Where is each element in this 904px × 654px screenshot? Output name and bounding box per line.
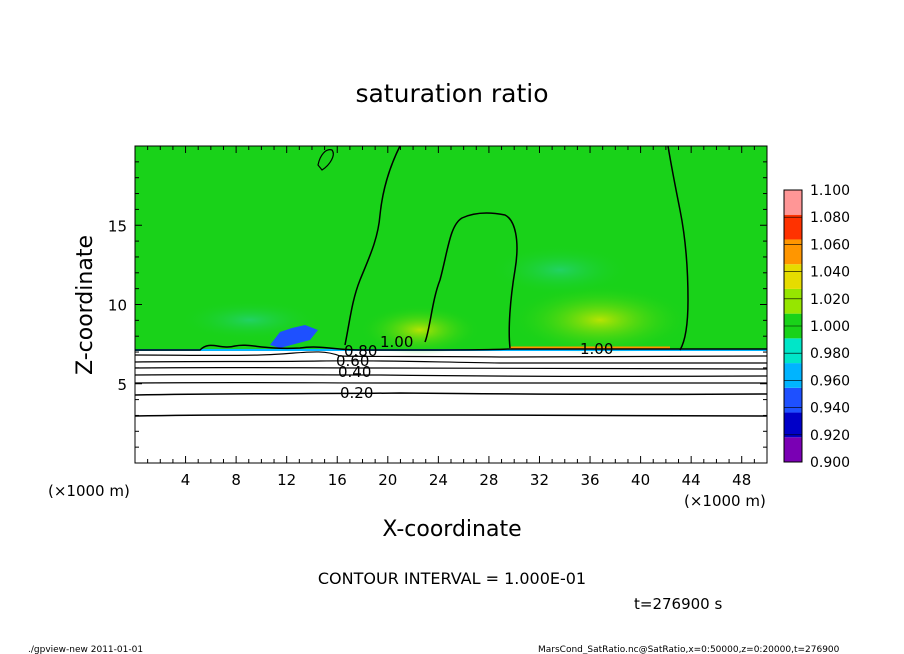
y-tick-label: 10 (108, 297, 127, 315)
x-tick-label: 28 (479, 471, 498, 489)
colorbar-swatch (784, 437, 802, 462)
time-stamp: t=276900 s (634, 595, 722, 613)
x-tick-label: 36 (580, 471, 599, 489)
contour-label: 1.00 (580, 340, 613, 358)
x-tick-label: 4 (181, 471, 191, 489)
chart-title: saturation ratio (355, 79, 548, 108)
plot-area: 0.20 0.40 0.60 0.80 1.00 1.00 (134, 145, 768, 464)
colorbar-label: 1.000 (810, 319, 850, 335)
colorbar-label: 0.940 (810, 401, 850, 417)
colorbar-swatch (784, 387, 802, 413)
colorbar-label: 1.020 (810, 292, 850, 308)
colorbar-label: 1.040 (810, 265, 850, 281)
supersaturated-patch-2 (360, 305, 480, 355)
contour-0.80 (134, 351, 768, 358)
contour-0.60 (134, 360, 767, 364)
x-tick-label: 12 (277, 471, 296, 489)
contour-label: 1.00 (380, 333, 413, 351)
colorbar-label: 0.920 (810, 428, 850, 444)
colorbar-label: 1.080 (810, 210, 850, 226)
x-unit-right: (×1000 m) (684, 492, 766, 510)
colorbar-swatch (784, 264, 802, 289)
colorbar-swatch (784, 338, 802, 364)
x-tick-label: 20 (378, 471, 397, 489)
y-axis: 5 10 15 (108, 161, 767, 448)
subsaturated-patch (490, 245, 630, 295)
colorbar: 0.900 0.920 0.940 0.960 0.980 1.000 1.020 1.040… (783, 183, 850, 471)
x-tick-label: 44 (682, 471, 701, 489)
colorbar-label: 0.900 (810, 455, 850, 471)
contour-labels: 0.20 0.40 0.60 0.80 1.00 1.00 (336, 333, 613, 402)
y-tick-label: 15 (108, 217, 127, 235)
colorbar-swatch (784, 412, 802, 438)
contour-1.00-plume-a-right (424, 212, 518, 349)
x-tick-label: 32 (530, 471, 549, 489)
subsaturated-patch-2 (180, 300, 320, 340)
contour-label: 0.80 (344, 342, 377, 360)
contour-interval: CONTOUR INTERVAL = 1.000E-01 (318, 569, 586, 588)
x-tick-label: 48 (732, 471, 751, 489)
colorbar-swatch (784, 363, 802, 388)
contour-label: 0.40 (338, 363, 371, 381)
colorbar-swatch (784, 214, 802, 240)
low-ratio-patch (270, 325, 318, 348)
colorbar-swatch (784, 190, 802, 215)
contour-0.40 (134, 373, 768, 378)
contour-1.00-plume-a (344, 145, 401, 346)
contour-label: 0.20 (340, 384, 373, 402)
x-tick-label: 24 (429, 471, 448, 489)
y-axis-label: Z-coordinate (73, 235, 98, 375)
contour-1.00-blob (317, 149, 334, 171)
footer-left: ./gpview-new 2011-01-01 (28, 645, 143, 654)
contour-1.00-lower (135, 344, 767, 351)
colorbar-swatch (784, 288, 802, 314)
contour-0.10 (134, 414, 768, 417)
x-unit-left: (×1000 m) (48, 482, 130, 500)
supersaturated-patch (510, 285, 690, 355)
footer-right: MarsCond_SatRatio.nc@SatRatio,x=0:50000,… (538, 645, 840, 654)
colorbar-label: 0.960 (810, 373, 850, 389)
contour-label: 0.60 (336, 352, 369, 370)
x-tick-label: 16 (328, 471, 347, 489)
contour-0.20 (134, 392, 768, 396)
y-tick-label: 5 (117, 376, 127, 394)
colorbar-label: 1.100 (810, 183, 850, 199)
x-tick-label: 40 (631, 471, 650, 489)
contour-0.50 (134, 366, 768, 370)
colorbar-label: 1.060 (810, 237, 850, 253)
x-tick-label: 8 (231, 471, 241, 489)
contour-1.00-plume-b (667, 145, 689, 351)
x-axis-label: X-coordinate (382, 517, 521, 542)
colorbar-label: 0.980 (810, 346, 850, 362)
colorbar-swatch (784, 239, 802, 265)
x-axis: 4 8 12 16 20 24 28 32 36 40 44 48 (147, 146, 755, 489)
contour-lines (134, 145, 768, 417)
